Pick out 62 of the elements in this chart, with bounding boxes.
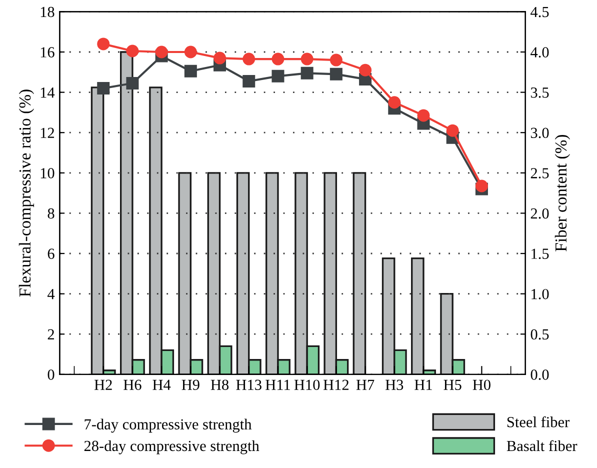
y2-tick-label: 4.0 [530,47,549,58]
x-tick-label: H6 [124,380,142,390]
y-tick-label: 8 [48,208,54,219]
x-tick-label: H4 [152,380,171,390]
point [184,46,197,58]
legend-label: 28-day compressive strength [84,440,260,454]
y-tick-label: 6 [48,248,54,259]
legend-label: Steel fiber [507,416,570,428]
point [330,68,342,80]
point [388,96,401,109]
legend-label: Basalt fiber [506,440,578,452]
y-tick-label: 0 [48,370,54,380]
y-tick-label: 12 [40,128,54,138]
point [97,38,110,50]
point [272,52,284,66]
point [272,70,284,82]
point [126,76,139,90]
point [184,64,197,78]
y2-tick-label: 0.5 [530,329,549,340]
point [359,64,372,76]
point [242,52,256,66]
x-tick-label: H2 [94,380,112,390]
y2-axis-title: Fiber content (%) [554,135,570,252]
y2-tick-label: 2.5 [530,168,549,178]
point [300,52,314,66]
y-tick-label: 4 [48,289,55,300]
y2-tick-label: 1.5 [532,248,549,260]
point [155,46,168,58]
y-tick-label: 14 [40,88,55,98]
x-tick-label: H7 [356,380,374,390]
point [214,52,226,64]
point [126,44,139,58]
point [330,54,342,66]
x-tick-label: H8 [210,380,229,390]
y2-tick-label: 3.5 [530,87,549,98]
y2-tick-label: 1.0 [532,288,549,300]
point [417,109,430,122]
x-tick-label: H3 [385,380,404,390]
y2-tick-label: 3.0 [530,128,549,138]
legend-label: 7-day compressive strength [84,418,252,433]
point [300,66,314,80]
y2-tick-label: 4.5 [530,6,549,18]
y-tick-label: 18 [40,6,54,18]
x-tick-label: H12 [323,380,348,390]
y-tick-label: 16 [40,47,54,58]
point [97,82,110,95]
y2-tick-label: 2.0 [530,208,549,219]
x-tick-label: H5 [444,380,462,390]
bar [352,172,366,374]
point [242,74,256,88]
y2-tick-label: 0.0 [530,370,549,380]
x-tick-label: H10 [294,380,320,390]
x-tick-label: H13 [236,380,262,390]
x-tick-label: H9 [182,380,200,390]
point [475,180,488,192]
y-tick-label: 10 [40,168,54,178]
x-tick-label: H0 [472,380,490,390]
y-axis-title: Flexural-compressive ratio (%) [18,90,34,297]
y-tick-label: 2 [48,329,54,340]
point [446,124,459,137]
x-tick-label: H11 [266,380,290,390]
x-tick-label: H1 [414,380,432,390]
